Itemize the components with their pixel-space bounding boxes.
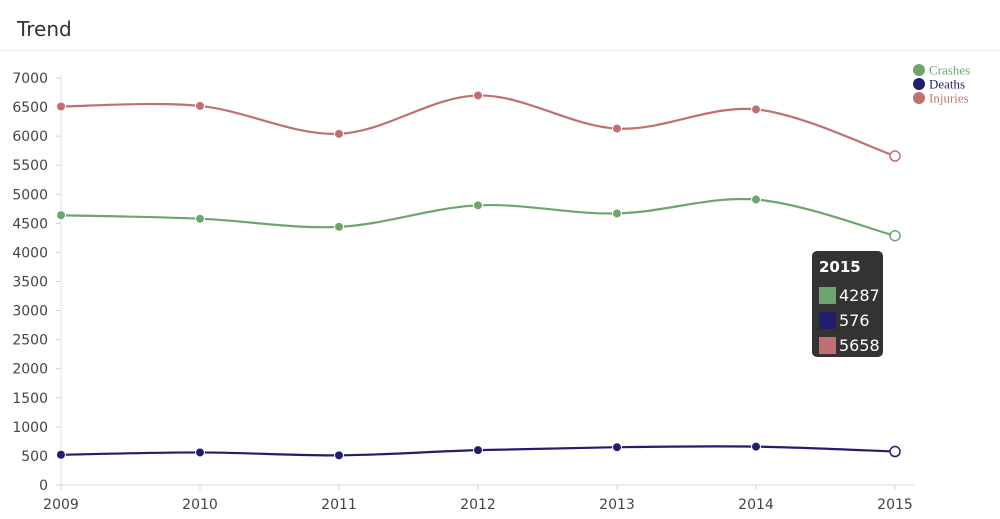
point-crashes-2009[interactable] [56,210,66,221]
tooltip-row-crashes: 4287 [819,283,883,308]
point-deaths-2014[interactable] [751,441,761,452]
x-tick-label: 2012 [460,497,496,513]
point-injuries-2015[interactable] [889,150,901,162]
point-crashes-2012[interactable] [473,200,483,211]
point-deaths-2011[interactable] [334,450,344,461]
point-deaths-2015[interactable] [889,445,901,458]
x-tick-label: 2015 [877,497,913,513]
x-tick-label: 2009 [43,497,79,513]
x-tick-label: 2013 [599,497,635,513]
point-crashes-2010[interactable] [195,213,205,224]
point-injuries-2010[interactable] [195,100,205,111]
series-line-injuries [60,94,896,158]
tooltip-row-injuries: 5658 [819,333,883,358]
point-injuries-2014[interactable] [751,104,761,115]
point-injuries-2012[interactable] [473,90,483,101]
point-deaths-2010[interactable] [195,447,205,458]
tooltip-value-crashes: 4287 [839,286,880,305]
y-tick-label: 1000 [12,420,48,436]
chart-header: Trend [0,0,1000,51]
legend-label-deaths[interactable]: Deaths [929,77,965,92]
y-tick-label: 2500 [12,333,48,349]
y-tick-label: 5000 [12,187,48,203]
x-tick-label: 2010 [182,497,218,513]
y-tick-label: 0 [39,478,48,494]
tooltip-swatch-injuries [819,337,836,354]
y-tick-label: 3500 [12,275,48,291]
y-tick-label: 3000 [12,304,48,320]
x-tick-label: 2011 [321,497,357,513]
legend-label-injuries[interactable]: Injuries [929,91,969,106]
series-points [56,90,901,461]
y-tick-label: 6500 [12,100,48,116]
x-tick-label: 2014 [738,497,774,513]
y-tick-label: 6000 [12,129,48,145]
point-crashes-2014[interactable] [751,194,761,205]
y-axis: 0 500 1000 1500 2000 2500 3000 3500 4000 4500 5000… [12,71,62,494]
point-crashes-2015[interactable] [889,229,901,242]
point-deaths-2013[interactable] [612,442,622,453]
y-tick-label: 4000 [12,245,48,261]
x-axis: 2009 2010 2011 2012 2013 2014 2015 [43,484,914,513]
point-injuries-2009[interactable] [56,101,66,112]
y-tick-label: 4500 [12,216,48,232]
page-title: Trend [17,17,72,41]
legend-marker-injuries[interactable] [913,92,925,104]
legend-label-crashes[interactable]: Crashes [929,63,970,78]
tooltip-swatch-deaths [819,312,836,329]
tooltip-row-deaths: 576 [819,308,883,333]
tooltip-title: 2015 [819,258,861,276]
y-tick-label: 500 [21,449,48,465]
tooltip-value-injuries: 5658 [839,336,880,355]
point-injuries-2011[interactable] [334,128,344,139]
y-tick-label: 5500 [12,158,48,174]
point-injuries-2013[interactable] [612,123,622,134]
point-crashes-2011[interactable] [334,221,344,232]
y-tick-label: 2000 [12,362,48,378]
point-deaths-2009[interactable] [56,449,66,460]
legend-marker-deaths[interactable] [913,78,925,90]
y-tick-label: 1500 [12,391,48,407]
tooltip-value-deaths: 576 [839,311,870,330]
point-crashes-2013[interactable] [612,208,622,219]
legend-marker-crashes[interactable] [913,64,925,76]
point-deaths-2012[interactable] [473,445,483,456]
series-lines [60,94,896,457]
tooltip-swatch-crashes [819,287,836,304]
data-tooltip: 2015 4287 576 5658 [812,251,883,357]
y-tick-label: 7000 [12,71,48,87]
